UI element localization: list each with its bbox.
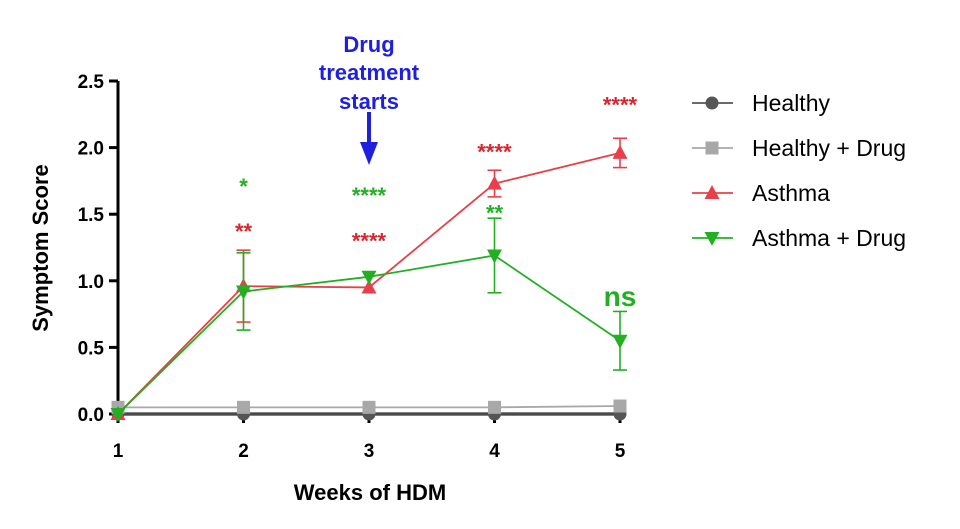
significance-label: * [239,174,248,199]
y-tick-label: 1.5 [78,205,105,226]
x-tick-label: 2 [238,441,249,462]
y-tick-label: 2.0 [78,139,104,160]
significance-label: **** [352,183,387,208]
legend-item-asthma-drug: Asthma + Drug [692,225,906,251]
y-tick-label: 0.0 [78,405,104,426]
legend-item-healthy: Healthy [692,90,830,116]
significance-label: **** [352,229,387,254]
data-point-asthma [361,279,377,294]
legend-label: Healthy [752,90,830,116]
series-asthma-drug [110,217,628,422]
data-point-asthma-drug [487,249,502,264]
x-tick-label: 5 [615,441,626,462]
data-point-asthma [612,144,628,159]
y-tick-label: 2.5 [78,72,105,93]
significance-annotations: *********************ns [235,93,638,312]
legend-label: Asthma [752,180,830,206]
significance-label: **** [603,93,638,118]
legend-marker [704,185,720,199]
legend-item-healthy-drug: Healthy + Drug [692,135,906,161]
legend-marker [704,232,720,246]
significance-label: ** [235,219,253,244]
data-point-asthma-drug [612,334,628,349]
legend-label: Asthma + Drug [752,225,906,251]
data-point-asthma-drug [361,270,377,285]
data-point-healthy-drug [488,400,501,414]
data-point-healthy-drug [613,399,627,413]
x-ticks: 1 2 3 4 5 [113,414,626,462]
y-ticks: 0.0 0.5 1.0 1.5 2.0 2.5 [78,72,118,426]
drug-treatment-event: Drug treatment starts [319,32,420,165]
data-point-asthma-drug [236,285,251,300]
legend-marker [705,96,719,110]
x-tick-label: 1 [113,441,124,462]
drug-treatment-arrow-head [360,142,378,165]
axes: 0.0 0.5 1.0 1.5 2.0 2.5 1 2 3 4 5 [78,72,626,462]
y-axis-title: Symptom Score [28,164,53,332]
legend-item-asthma: Asthma [692,180,830,206]
x-tick-label: 3 [364,441,375,462]
drug-treatment-label-line: Drug [343,32,394,57]
data-point-healthy-drug [237,400,250,414]
data-point-asthma [487,175,502,190]
y-tick-label: 0.5 [78,338,105,359]
data-point-healthy-drug [362,400,376,414]
series-layer [110,137,628,422]
significance-label: ns [604,281,637,312]
legend: Healthy Healthy + Drug Asthma Asthma + Drug [692,90,906,251]
legend-label: Healthy + Drug [752,135,906,161]
data-point-asthma-drug [110,408,126,422]
x-axis-title: Weeks of HDM [294,480,446,505]
significance-label: **** [477,139,512,164]
drug-treatment-label-line: starts [339,89,399,114]
legend-marker [705,141,719,155]
drug-treatment-label-line: treatment [319,60,420,85]
x-tick-label: 4 [489,441,500,462]
series-healthy-drug [111,399,627,414]
significance-label: ** [486,201,504,226]
y-tick-label: 1.0 [78,272,104,293]
